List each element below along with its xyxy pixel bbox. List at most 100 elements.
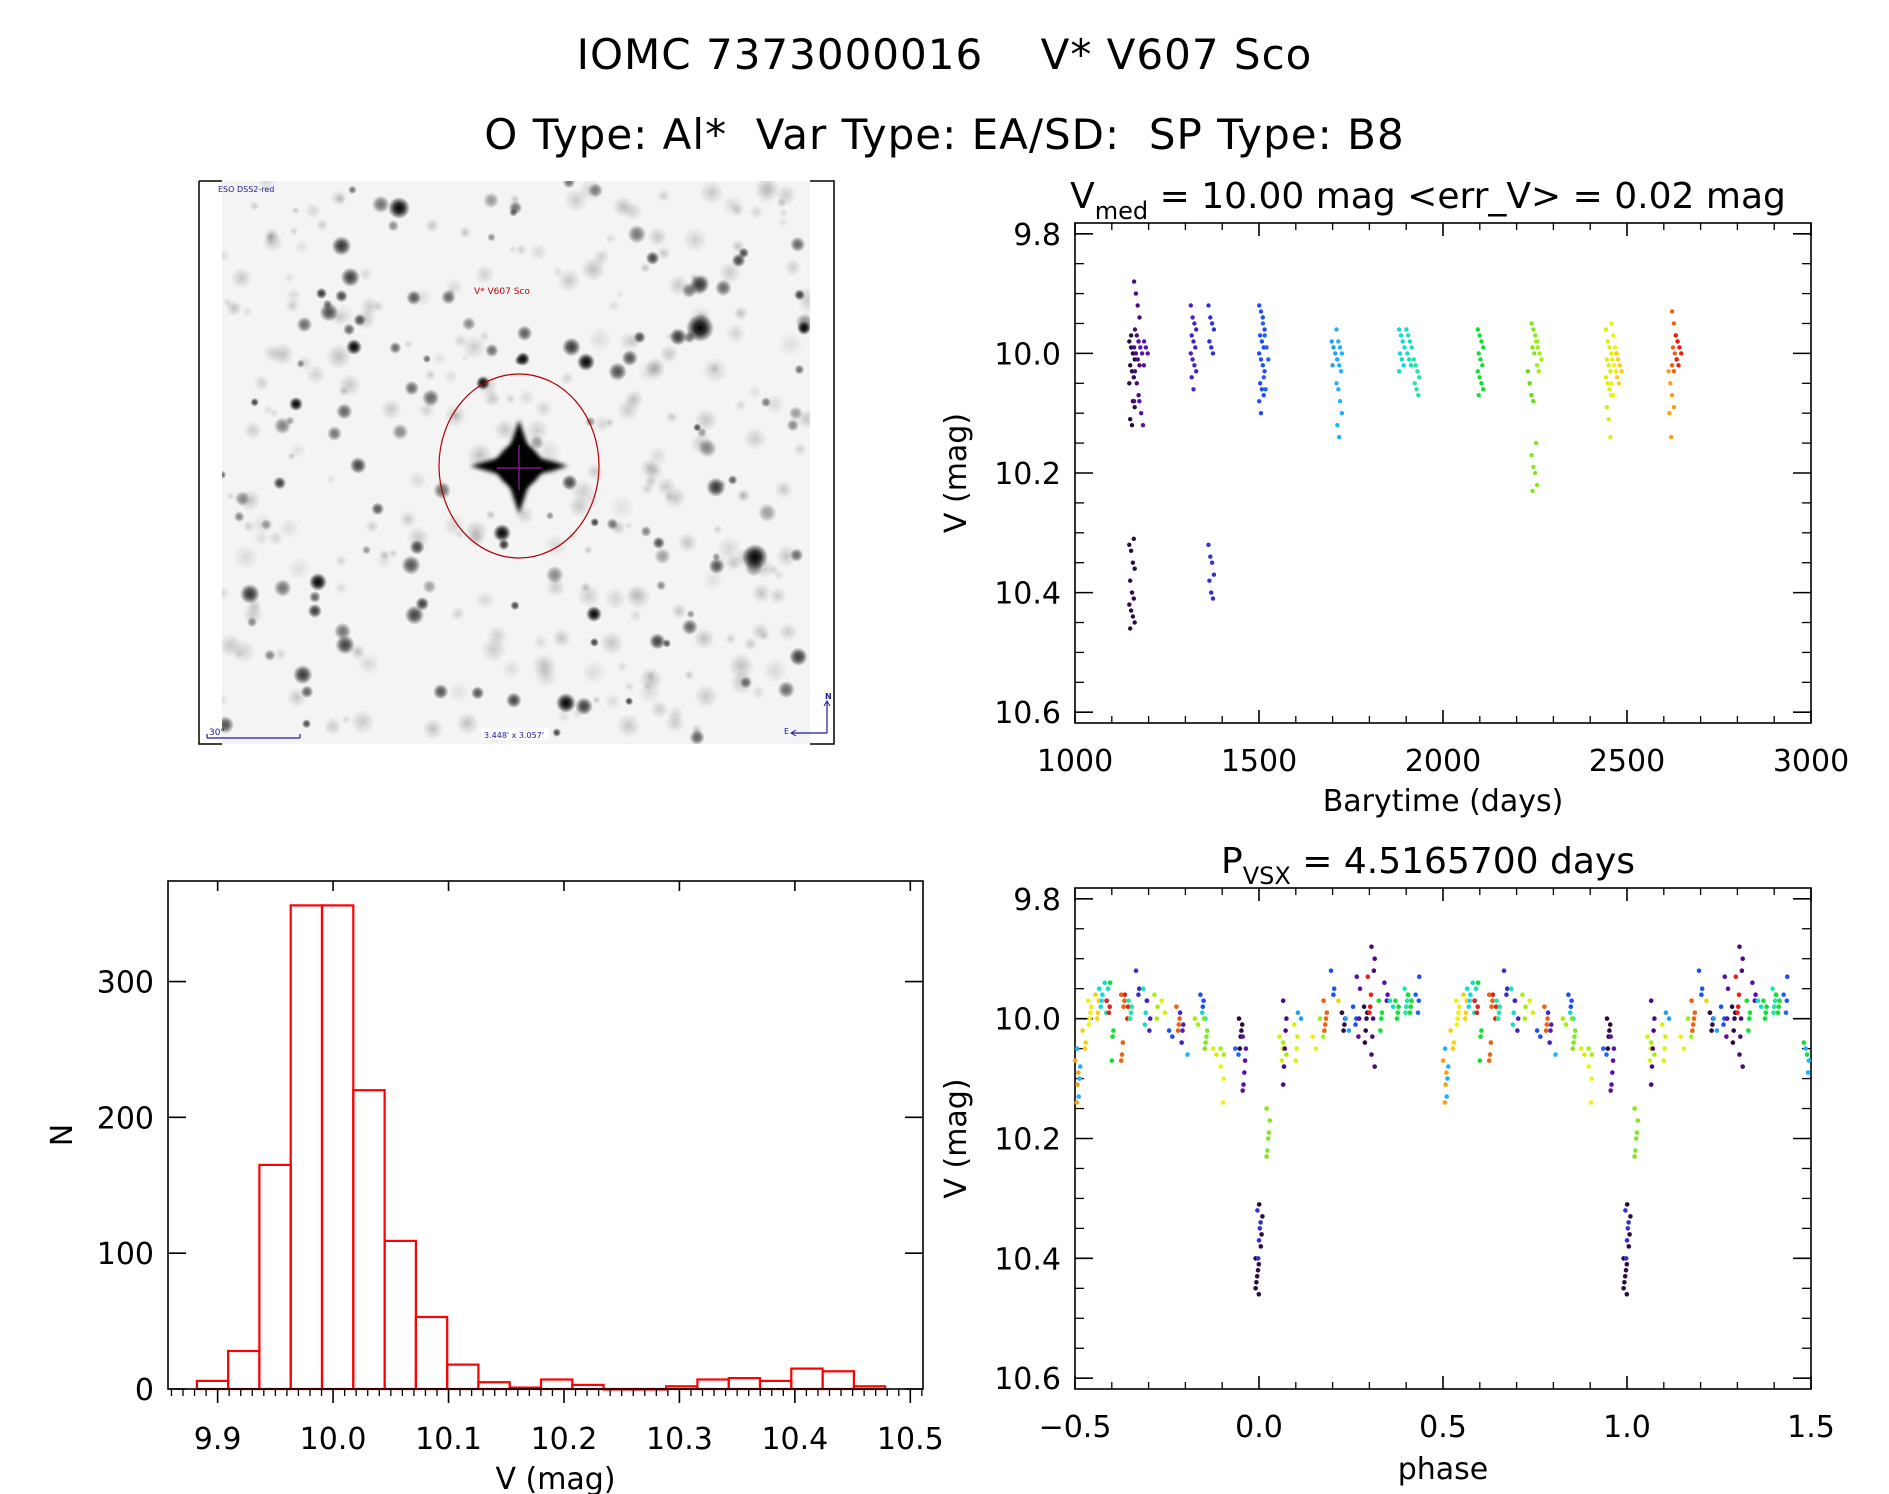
data-point — [1317, 1016, 1323, 1021]
data-point — [1257, 303, 1262, 308]
histogram-bar — [790, 1367, 824, 1391]
data-point — [1125, 1004, 1131, 1009]
field-star — [343, 323, 356, 336]
data-point — [1671, 405, 1677, 410]
data-point — [1776, 1004, 1781, 1009]
data-point — [1370, 1016, 1376, 1021]
field-star — [574, 697, 593, 716]
data-point — [1696, 968, 1702, 973]
field-star — [483, 192, 500, 209]
data-point — [1539, 357, 1544, 362]
field-star — [336, 403, 353, 420]
data-point — [1615, 357, 1621, 362]
data-point — [1166, 1028, 1172, 1033]
background-star — [422, 718, 444, 740]
data-point — [1128, 608, 1134, 613]
background-star — [225, 300, 243, 317]
data-point — [1777, 998, 1782, 1003]
data-point — [1623, 1256, 1629, 1261]
data-point — [1490, 992, 1496, 997]
data-point — [1387, 998, 1393, 1003]
data-point — [1406, 992, 1411, 997]
data-point — [1128, 548, 1134, 553]
background-star — [501, 658, 522, 680]
background-star — [663, 486, 687, 509]
bright-star — [289, 397, 303, 411]
data-point — [1614, 375, 1620, 380]
background-star — [616, 713, 641, 738]
histogram-bar — [727, 1376, 762, 1391]
data-point — [1604, 1016, 1610, 1021]
data-point — [1532, 351, 1537, 356]
x-tick-label: 10.2 — [531, 1422, 598, 1457]
background-star — [556, 268, 581, 293]
data-point — [1605, 1046, 1611, 1051]
background-star — [747, 384, 763, 400]
data-point — [1604, 1052, 1609, 1057]
histogram-bar — [320, 904, 355, 1391]
data-point — [1454, 1022, 1460, 1027]
data-point — [1218, 1064, 1223, 1069]
background-star — [551, 628, 572, 648]
data-point — [1515, 1028, 1520, 1033]
data-point — [1724, 1034, 1729, 1039]
data-point — [1525, 369, 1531, 374]
field-star — [401, 555, 421, 575]
background-star — [403, 339, 414, 349]
field-star — [793, 289, 806, 301]
data-point — [1478, 1034, 1483, 1039]
data-point — [1781, 992, 1786, 997]
data-point — [1088, 1010, 1093, 1015]
field-star — [246, 616, 258, 628]
data-point — [1337, 399, 1343, 404]
data-point — [1645, 1034, 1650, 1039]
bright-star — [686, 314, 714, 342]
data-point — [1671, 321, 1677, 326]
data-point — [1207, 339, 1212, 344]
data-point — [1177, 1016, 1182, 1021]
data-point — [1669, 393, 1675, 398]
data-point — [1735, 1010, 1740, 1015]
background-star — [380, 398, 402, 421]
background-star — [379, 549, 391, 561]
data-point — [1648, 1082, 1654, 1087]
data-point — [1475, 980, 1481, 985]
data-point — [1763, 1010, 1769, 1015]
data-point — [1367, 1004, 1373, 1009]
data-point — [1669, 434, 1674, 440]
field-star — [545, 511, 555, 520]
data-point — [1133, 968, 1139, 973]
field-star — [334, 622, 352, 640]
field-star — [353, 313, 366, 327]
data-point — [1774, 992, 1779, 997]
data-point — [1254, 1274, 1260, 1279]
histogram-bar — [195, 1379, 230, 1391]
histogram-bar — [289, 904, 324, 1391]
background-star — [508, 245, 518, 255]
data-point — [1608, 1034, 1613, 1039]
compass-east-arrowhead — [790, 729, 797, 737]
background-star — [712, 524, 723, 535]
data-point — [1128, 333, 1134, 338]
background-star — [750, 621, 771, 642]
data-point — [1263, 387, 1268, 392]
background-star — [443, 368, 459, 385]
data-point — [1257, 399, 1262, 404]
data-point — [1535, 345, 1541, 350]
background-star — [447, 681, 470, 704]
background-star — [341, 714, 352, 725]
background-star — [293, 239, 310, 255]
data-point — [1603, 327, 1609, 332]
background-star — [424, 369, 437, 381]
data-point — [1376, 998, 1382, 1003]
data-point — [1098, 1004, 1104, 1009]
background-star — [725, 323, 746, 344]
data-point — [1560, 1016, 1566, 1021]
data-point — [1737, 944, 1742, 949]
background-star — [640, 262, 651, 274]
y-axis-label: V (mag) — [939, 1078, 974, 1198]
x-tick-label: 10.1 — [415, 1422, 482, 1457]
data-point — [1673, 333, 1679, 338]
data-point — [1603, 375, 1609, 380]
data-point — [1785, 974, 1790, 979]
